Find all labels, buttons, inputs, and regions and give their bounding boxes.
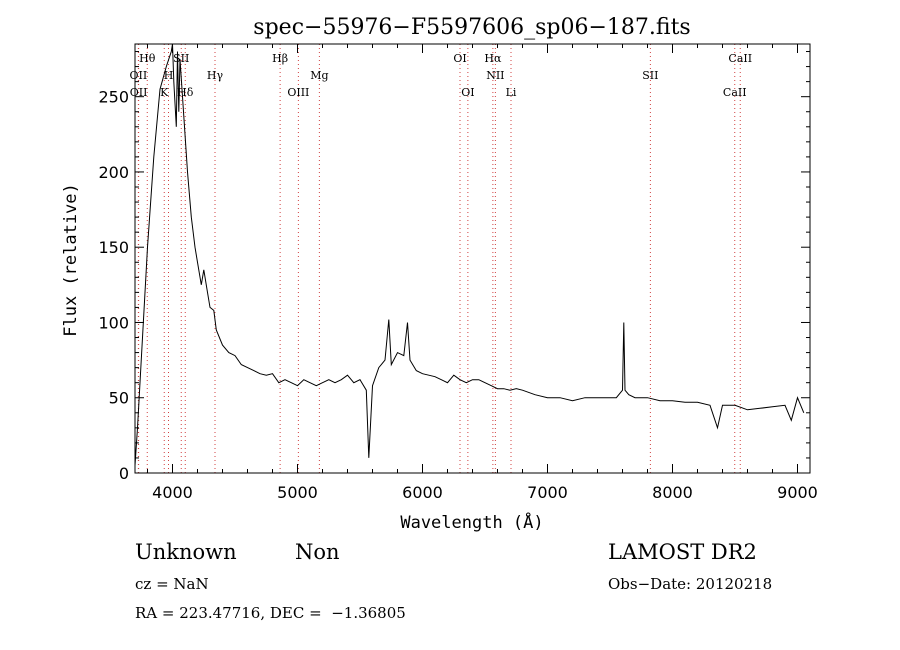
spectral-line-label: Hγ bbox=[207, 69, 224, 82]
object-subtype: Non bbox=[295, 540, 340, 564]
y-axis-label: Flux (relative) bbox=[61, 183, 81, 337]
spectral-line-label: Hθ bbox=[139, 52, 156, 65]
y-tick-label: 150 bbox=[98, 238, 129, 257]
spectral-lines-layer bbox=[137, 44, 741, 473]
spectral-line-label: OII bbox=[130, 86, 148, 99]
coordinates-text: RA = 223.47716, DEC = −1.36805 bbox=[135, 604, 406, 622]
axes-layer: 4000 5000 6000 7000 8000 9000 0 50 100 150 200 250 bbox=[98, 43, 818, 502]
x-tick-label: 9000 bbox=[777, 483, 818, 502]
spectral-line-label: SII bbox=[173, 52, 189, 65]
spectral-line-label: SII bbox=[642, 69, 658, 82]
x-tick-label: 4000 bbox=[152, 483, 193, 502]
spectral-line-label: Li bbox=[506, 86, 517, 99]
x-tick-label: 6000 bbox=[402, 483, 443, 502]
spectrum-series-line bbox=[134, 43, 805, 466]
spectral-line-label: Hα bbox=[484, 52, 502, 65]
spectral-line-label: NII bbox=[486, 69, 504, 82]
spectral-line-label: OII bbox=[130, 69, 148, 82]
chart-title: spec−55976−F5597606_sp06−187.fits bbox=[253, 15, 690, 40]
spectral-line-label: Mg bbox=[310, 69, 328, 82]
survey-name: LAMOST DR2 bbox=[608, 540, 757, 564]
y-tick-label: 250 bbox=[98, 88, 129, 107]
plot-frame bbox=[134, 43, 811, 474]
spectral-line-label: OIII bbox=[287, 86, 309, 99]
spectral-line-label: Hβ bbox=[272, 52, 288, 65]
spectral-line-label: Hδ bbox=[177, 86, 194, 99]
spectral-line-label: H bbox=[164, 69, 174, 82]
x-tick-label: 7000 bbox=[527, 483, 568, 502]
x-axis-label: Wavelength (Å) bbox=[400, 511, 543, 533]
y-tick-label: 200 bbox=[98, 163, 129, 182]
spectral-line-label: OI bbox=[461, 86, 474, 99]
obs-date: Obs−Date: 20120218 bbox=[608, 575, 773, 593]
y-tick-label: 50 bbox=[109, 389, 129, 408]
spectral-line-label: OI bbox=[453, 52, 466, 65]
spectral-line-label: CaII bbox=[728, 52, 752, 65]
spectral-line-label: K bbox=[160, 86, 169, 99]
object-type: Unknown bbox=[135, 540, 237, 564]
redshift-text: cz = NaN bbox=[135, 575, 209, 593]
series-layer bbox=[134, 43, 805, 466]
x-tick-label: 5000 bbox=[277, 483, 318, 502]
spectral-line-label: CaII bbox=[723, 86, 747, 99]
y-tick-label: 100 bbox=[98, 313, 129, 332]
x-tick-label: 8000 bbox=[652, 483, 693, 502]
y-tick-label: 0 bbox=[119, 464, 129, 483]
